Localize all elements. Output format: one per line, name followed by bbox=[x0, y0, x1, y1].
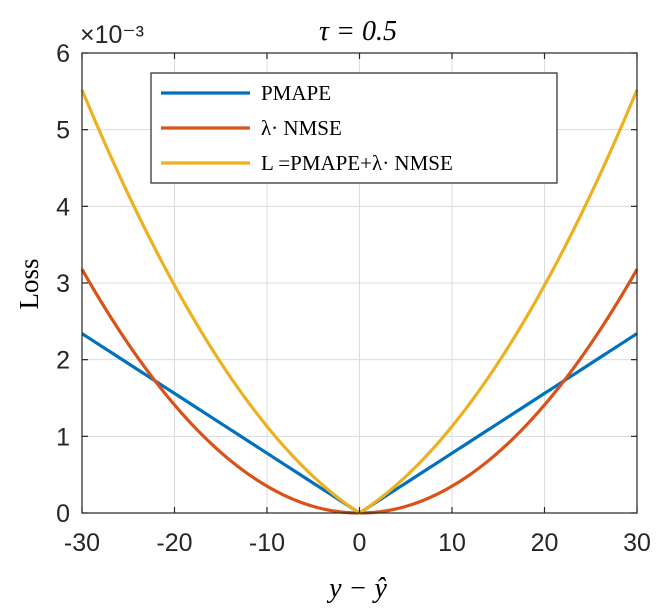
x-tick-label: -30 bbox=[64, 529, 100, 557]
y-tick-label: 5 bbox=[56, 117, 70, 145]
y-tick-label: 1 bbox=[56, 423, 70, 451]
y-tick-label: 6 bbox=[56, 40, 70, 68]
y-tick-label: 0 bbox=[56, 500, 70, 528]
y-axis-exponent: ×10⁻³ bbox=[80, 21, 144, 49]
legend-label-3: L =PMAPE+λ· NMSE bbox=[261, 151, 453, 175]
chart-title: τ = 0.5 bbox=[319, 16, 397, 47]
x-tick-label: 0 bbox=[353, 529, 367, 557]
x-tick-label: -20 bbox=[156, 529, 192, 557]
legend: PMAPE λ· NMSE L =PMAPE+λ· NMSE bbox=[150, 72, 558, 184]
x-tick-label: 20 bbox=[531, 529, 559, 557]
y-tick-label: 3 bbox=[56, 270, 70, 298]
x-tick-label: -10 bbox=[249, 529, 285, 557]
x-tick-label: 30 bbox=[623, 529, 651, 557]
x-axis-label: y − ŷ bbox=[326, 573, 387, 604]
tick-labels: -30 -20 -10 0 10 20 30 0 1 2 3 4 5 6 bbox=[56, 40, 651, 557]
x-tick-label: 10 bbox=[438, 529, 466, 557]
legend-label-1: PMAPE bbox=[261, 81, 331, 105]
y-axis-label: Loss bbox=[14, 258, 44, 309]
y-tick-label: 2 bbox=[56, 347, 70, 375]
legend-label-2: λ· NMSE bbox=[261, 116, 342, 140]
ticks bbox=[81, 52, 638, 514]
y-tick-label: 4 bbox=[56, 193, 70, 221]
